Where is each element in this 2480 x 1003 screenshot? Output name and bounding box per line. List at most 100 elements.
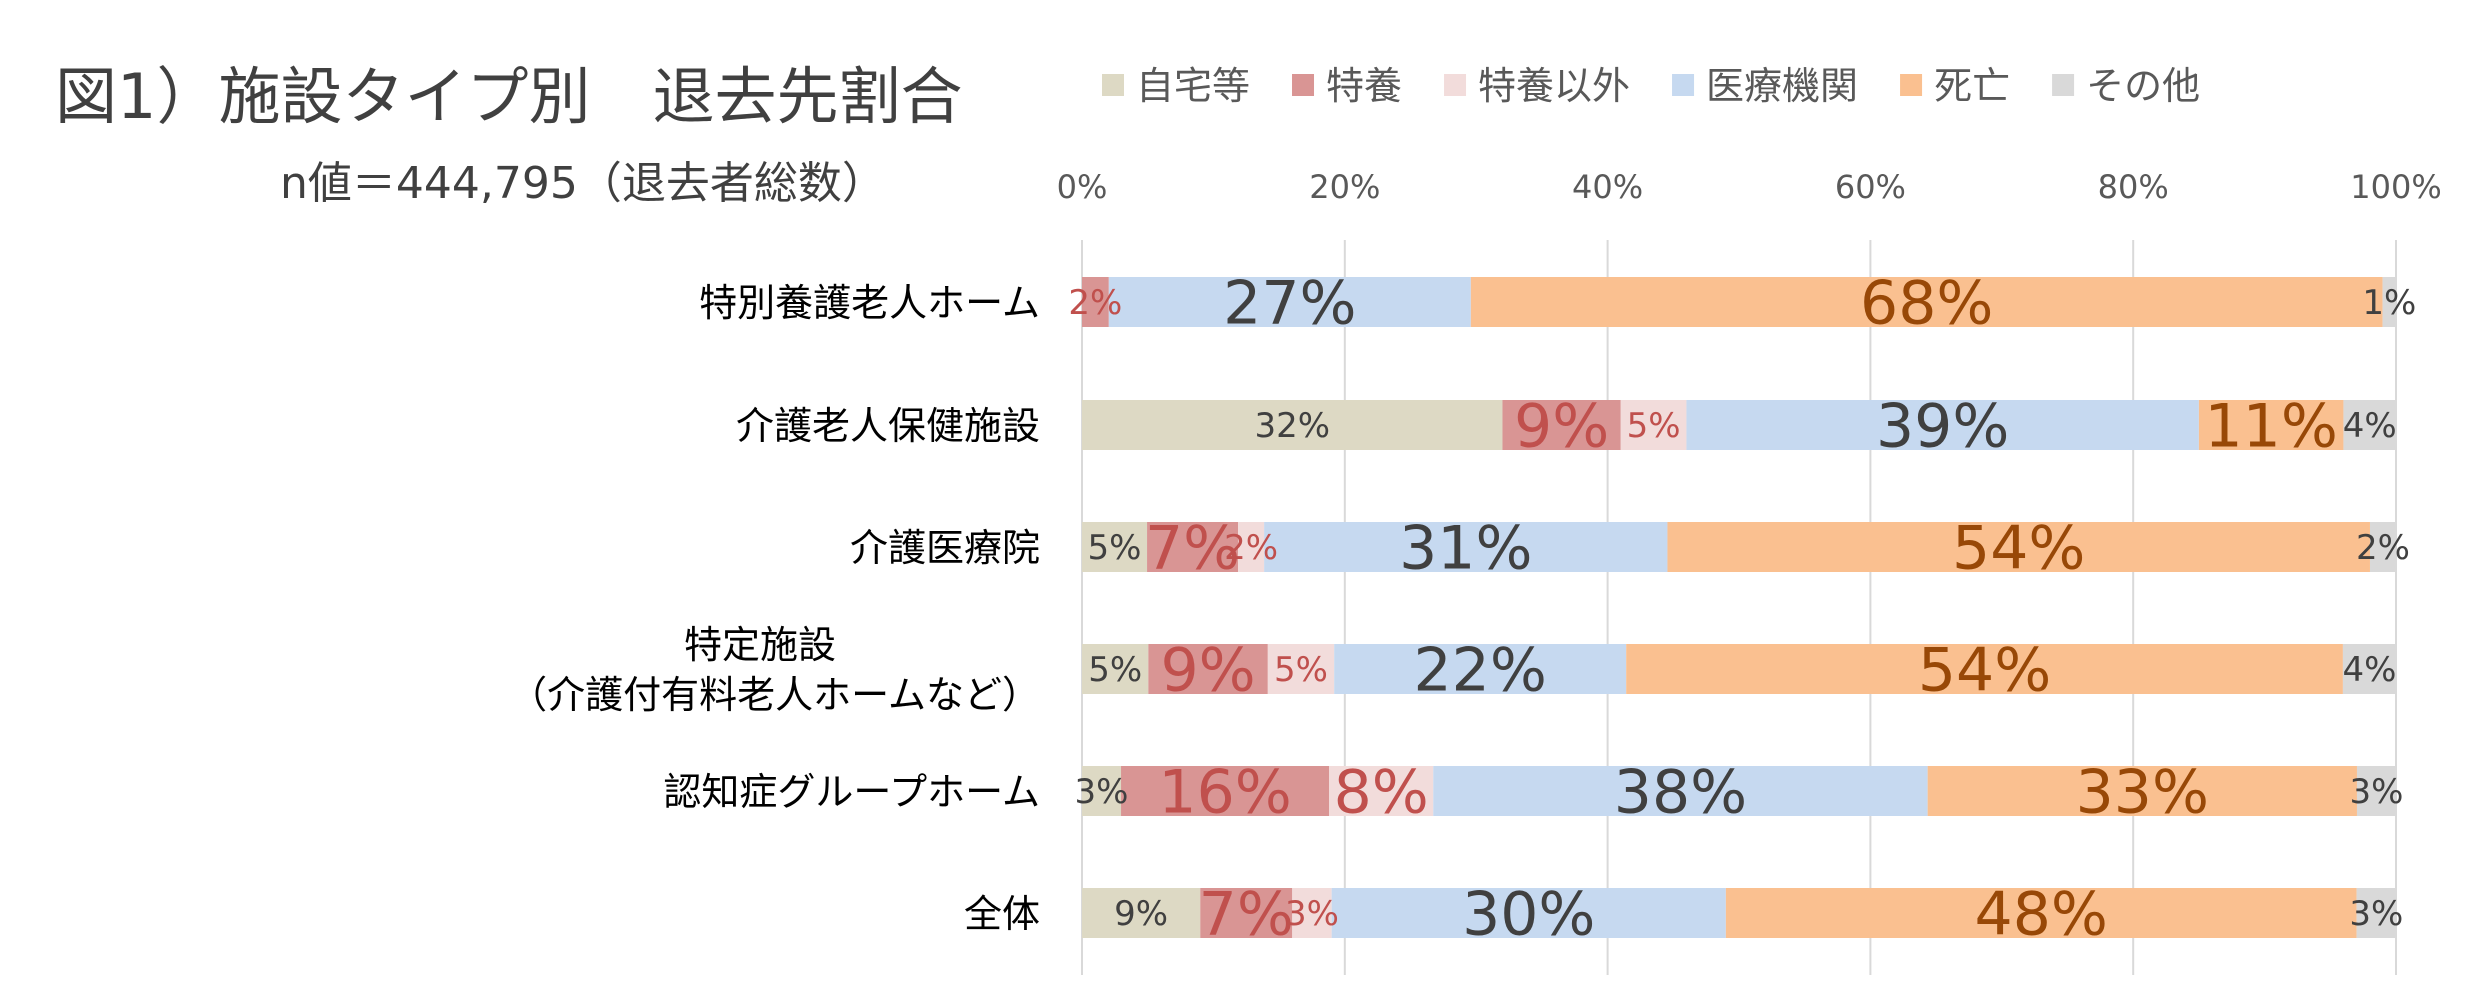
legend-swatch	[2052, 74, 2075, 96]
bar-segment	[1082, 400, 1503, 450]
x-tick-label: 40%	[1572, 168, 1643, 206]
data-label: 5%	[1088, 650, 1142, 690]
data-labels: 2% 27% 68% 1%32% 9% 5% 39% 11% 4%5% 7%2% 31% 54% 2%5…	[1068, 269, 2416, 950]
data-label: 11%	[2204, 392, 2337, 462]
bar-segment	[1667, 522, 2370, 572]
data-label: 31%	[1399, 514, 1532, 584]
data-label: 3%	[1285, 894, 1339, 934]
data-label: 3%	[1075, 772, 1129, 812]
bar-segment	[1108, 277, 1471, 327]
bar-segment	[1082, 766, 1122, 816]
data-label: 7%	[1199, 880, 1294, 950]
data-label: 8%	[1334, 758, 1429, 828]
bar-segment	[1147, 522, 1239, 572]
bar-segment	[1725, 888, 2357, 938]
x-axis-ticks: 0% 20% 40% 60% 80% 100%	[1057, 168, 2442, 206]
legend-label: 特養以外	[1478, 64, 1630, 108]
bar-segment	[1927, 766, 2357, 816]
data-label: 22%	[1414, 636, 1547, 706]
bar-segment	[1292, 888, 1332, 938]
bar-segment	[1329, 766, 1434, 816]
data-label: 54%	[1918, 636, 2051, 706]
category-label: 介護老人保健施設	[736, 404, 1040, 448]
category-label: （介護付有料老人ホームなど）	[509, 673, 1040, 717]
data-label: 3%	[2349, 894, 2403, 934]
bar-segment	[1502, 400, 1621, 450]
data-label: 16%	[1158, 758, 1291, 828]
bar-segment	[1121, 766, 1330, 816]
bar-segment	[1620, 400, 1687, 450]
bar-segment	[2369, 522, 2396, 572]
legend-label: その他	[2086, 64, 2200, 108]
category-label: 介護医療院	[850, 526, 1040, 570]
legend-label: 自宅等	[1136, 64, 1250, 108]
data-label: 7%	[1145, 514, 1240, 584]
chart-subtitle: n値＝444,795（退去者総数）	[280, 158, 886, 209]
bar-segment	[1626, 644, 2343, 694]
x-tick-label: 80%	[2098, 168, 2169, 206]
bar-segment	[2356, 888, 2396, 938]
data-label: 9%	[1514, 392, 1609, 462]
bars	[1082, 277, 2396, 938]
bar-segment	[1433, 766, 1928, 816]
legend-label: 特養	[1326, 64, 1402, 108]
data-label: 5%	[1627, 406, 1681, 446]
bar-segment	[1331, 888, 1726, 938]
category-label: 特定施設	[684, 623, 836, 667]
category-label: 特別養護老人ホーム	[699, 281, 1040, 325]
data-label: 4%	[2343, 406, 2397, 446]
x-tick-label: 0%	[1057, 168, 1108, 206]
x-tick-label: 100%	[2350, 168, 2441, 206]
x-tick-label: 20%	[1309, 168, 1380, 206]
category-label: 全体	[964, 892, 1040, 936]
data-label: 38%	[1614, 758, 1747, 828]
gridlines	[1081, 240, 2397, 975]
bar-segment	[1267, 644, 1335, 694]
bar-segment	[1200, 888, 1293, 938]
data-label: 5%	[1274, 650, 1328, 690]
bar-segment	[1148, 644, 1268, 694]
bar-segment	[2382, 277, 2396, 327]
data-label: 68%	[1860, 269, 1993, 339]
chart-title: 図1）施設タイプ別 退去先割合	[55, 60, 962, 133]
data-label: 30%	[1462, 880, 1595, 950]
bar-segment	[2342, 644, 2396, 694]
bar-segment	[2198, 400, 2344, 450]
bar-segment	[1082, 522, 1148, 572]
data-label: 9%	[1160, 636, 1255, 706]
data-label: 48%	[1975, 880, 2108, 950]
legend-swatch	[1102, 74, 1124, 96]
data-label: 2%	[2356, 528, 2410, 568]
data-label: 27%	[1223, 269, 1356, 339]
category-label: 認知症グループホーム	[663, 770, 1040, 814]
legend-swatch	[1444, 74, 1467, 96]
bar-segment	[1082, 644, 1149, 694]
data-label: 33%	[2076, 758, 2209, 828]
legend-label: 医療機関	[1706, 64, 1858, 108]
data-label: 2%	[1224, 528, 1278, 568]
data-label: 1%	[2362, 283, 2416, 323]
bar-segment	[2356, 766, 2396, 816]
legend-swatch	[1292, 74, 1315, 96]
legend: 自宅等 特養 特養以外 医療機関 死亡 その他	[1102, 64, 2200, 108]
data-label: 39%	[1876, 392, 2009, 462]
bar-segment	[2343, 400, 2396, 450]
x-tick-label: 60%	[1835, 168, 1906, 206]
legend-swatch	[1672, 74, 1695, 96]
bar-segment	[1082, 277, 1109, 327]
bar-segment	[1238, 522, 1265, 572]
bar-segment	[1334, 644, 1627, 694]
data-label: 54%	[1952, 514, 2085, 584]
data-label: 9%	[1114, 894, 1168, 934]
data-label: 32%	[1254, 406, 1330, 446]
legend-swatch	[1900, 74, 1923, 96]
bar-segment	[1082, 888, 1201, 938]
data-label: 2%	[1068, 283, 1122, 323]
legend-label: 死亡	[1934, 64, 2010, 108]
data-label: 4%	[2342, 650, 2396, 690]
data-label: 3%	[2350, 772, 2404, 812]
bar-segment	[1470, 277, 2383, 327]
bar-segment	[1264, 522, 1668, 572]
